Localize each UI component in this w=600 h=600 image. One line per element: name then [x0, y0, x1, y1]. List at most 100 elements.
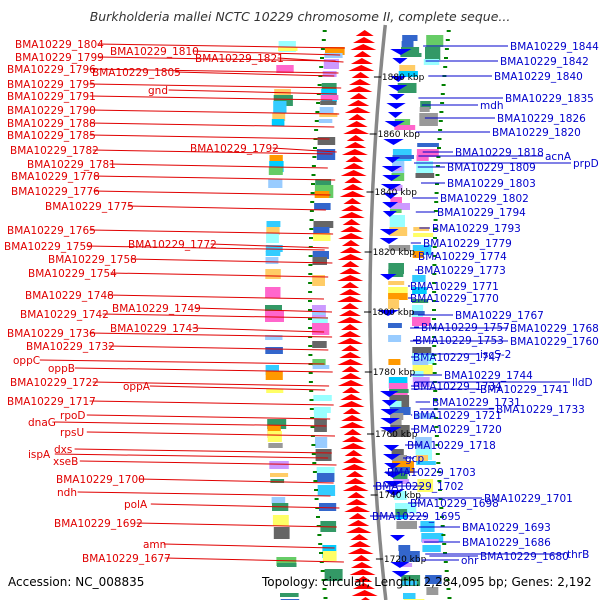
left-gene-label[interactable]: gnd [148, 85, 168, 97]
left-gene-label[interactable]: BMA10229_1791 [7, 91, 96, 103]
right-gene-label[interactable]: BMA10229_1741 [480, 384, 569, 396]
left-gene-label[interactable]: BMA10229_1782 [10, 145, 99, 157]
left-gene-label[interactable]: BMA10229_1717 [7, 396, 96, 408]
left-gene-label[interactable]: BMA10229_1804 [15, 39, 104, 51]
left-gene-label[interactable]: BMA10229_1796 [7, 64, 96, 76]
right-gene-label[interactable]: BMA10229_1693 [462, 522, 551, 534]
right-gene-label[interactable]: BMA10229_1702 [375, 481, 464, 493]
left-gene-label[interactable]: BMA10229_1776 [11, 186, 100, 198]
right-gene-label[interactable]: BMA10229_1720 [413, 424, 502, 436]
feature-block [265, 269, 281, 279]
right-gene-label[interactable]: BMA10229_1733 [496, 404, 585, 416]
left-gene-label[interactable]: BMA10229_1736 [7, 328, 96, 340]
right-gene-label[interactable]: BMA10229_1793 [432, 223, 521, 235]
right-gene-label[interactable]: BMA10229_1794 [437, 207, 526, 219]
right-gene-label[interactable]: BMA10229_1731 [432, 397, 521, 409]
right-gene-label[interactable]: BMA10229_1757 [421, 322, 510, 334]
right-gene-label[interactable]: BMA10229_1844 [510, 41, 599, 53]
right-gene-label[interactable]: thrB [567, 549, 589, 561]
right-gene-label[interactable]: BMA10229_1774 [418, 251, 507, 263]
tick-mark [443, 66, 448, 68]
left-gene-label[interactable]: oppB [48, 363, 75, 375]
right-gene-label[interactable]: BMA10229_1686 [462, 537, 551, 549]
right-gene-label[interactable]: BMA10229_1768 [510, 323, 599, 335]
right-gene-label[interactable]: BMA10229_1771 [410, 281, 499, 293]
left-gene-label[interactable]: ndh [57, 487, 77, 499]
left-gene-label[interactable]: BMA10229_1700 [56, 474, 145, 486]
right-gene-label[interactable]: BMA10229_1802 [440, 193, 529, 205]
left-gene-label[interactable]: BMA10229_1772 [128, 239, 217, 251]
right-gene-label[interactable]: BMA10229_1826 [497, 113, 586, 125]
left-gene-label[interactable]: BMA10229_1692 [54, 518, 143, 530]
left-gene-label[interactable]: BMA10229_1805 [92, 67, 181, 79]
left-gene-label[interactable]: BMA10229_1742 [20, 309, 109, 321]
right-gene-label[interactable]: BMA10229_1820 [492, 127, 581, 139]
right-gene-label[interactable]: BMA10229_1770 [410, 293, 499, 305]
left-gene-label[interactable]: dnaG [28, 417, 56, 429]
right-gene-label[interactable]: iscS-2 [480, 349, 511, 361]
left-gene-label[interactable]: oppA [123, 381, 151, 393]
right-gene-label[interactable]: BMA10229_1701 [484, 493, 573, 505]
tick-mark [438, 129, 443, 131]
left-gene-label[interactable]: BMA10229_1732 [26, 341, 115, 353]
left-gene-label[interactable]: BMA10229_1743 [110, 323, 199, 335]
left-gene-label[interactable]: polA [124, 499, 148, 511]
right-gene-label[interactable]: lldD [572, 377, 593, 389]
tick-mark [308, 282, 313, 284]
right-gene-label[interactable]: gcp [405, 453, 424, 465]
left-gene-label[interactable]: BMA10229_1758 [48, 254, 137, 266]
left-gene-label[interactable]: BMA10229_1677 [82, 553, 171, 565]
left-gene-label[interactable]: BMA10229_1759 [4, 241, 93, 253]
right-gene-label[interactable]: prpD [573, 158, 599, 170]
right-gene-label[interactable]: BMA10229_1842 [500, 56, 589, 68]
left-gene-label[interactable]: BMA10229_1775 [45, 201, 134, 213]
left-gene-label[interactable]: BMA10229_1749 [112, 303, 201, 315]
right-gene-label[interactable]: BMA10229_1760 [510, 336, 599, 348]
right-gene-label[interactable]: BMA10229_1734 [413, 381, 502, 393]
left-gene-label[interactable]: oppC [13, 355, 40, 367]
right-gene-label[interactable]: ohr [461, 555, 479, 567]
left-gene-label[interactable]: xseB [53, 456, 78, 468]
right-gene-label[interactable]: BMA10229_1680 [480, 551, 569, 563]
right-gene-label[interactable]: BMA10229_1835 [505, 93, 594, 105]
left-gene-label[interactable]: rpoD [60, 410, 86, 422]
left-gene-label[interactable]: BMA10229_1799 [15, 52, 104, 64]
right-gene-label[interactable]: BMA10229_1695 [372, 511, 461, 523]
right-gene-label[interactable]: BMA10229_1747 [413, 352, 502, 364]
left-gene-label[interactable]: BMA10229_1765 [7, 225, 96, 237]
right-gene-label[interactable]: BMA10229_1818 [455, 147, 544, 159]
left-gene-label[interactable]: BMA10229_1781 [27, 159, 116, 171]
forward-gene-arrow [340, 443, 367, 449]
left-gene-label[interactable]: BMA10229_1788 [7, 118, 96, 130]
left-gene-label[interactable]: BMA10229_1748 [25, 290, 114, 302]
left-gene-label[interactable]: BMA10229_1754 [28, 268, 117, 280]
left-gene-label[interactable]: BMA10229_1778 [11, 171, 100, 183]
right-gene-label[interactable]: BMA10229_1809 [447, 162, 536, 174]
left-gene-label[interactable]: ispA [28, 449, 51, 461]
right-gene-label[interactable]: mdh [480, 100, 504, 112]
left-gene-label[interactable]: amn [143, 539, 166, 551]
right-gene-label[interactable]: BMA10229_1703 [387, 467, 476, 479]
feature-block [320, 101, 337, 105]
right-gene-label[interactable]: BMA10229_1767 [455, 310, 544, 322]
right-gene-label[interactable]: BMA10229_1779 [423, 238, 512, 250]
forward-gene-arrow [341, 240, 360, 246]
right-gene-label[interactable]: acnA [545, 151, 572, 163]
feature-block [265, 347, 283, 354]
feature-block [390, 419, 402, 427]
right-gene-label[interactable]: BMA10229_1698 [410, 498, 499, 510]
left-gene-label[interactable]: BMA10229_1785 [7, 130, 96, 142]
right-gene-label[interactable]: BMA10229_1773 [417, 265, 506, 277]
right-gene-label[interactable]: BMA10229_1840 [494, 71, 583, 83]
left-gene-label[interactable]: BMA10229_1795 [7, 79, 96, 91]
right-gene-label[interactable]: BMA10229_1803 [447, 178, 536, 190]
left-gene-label[interactable]: rpsU [60, 427, 84, 439]
left-gene-label[interactable]: BMA10229_1790 [7, 105, 96, 117]
right-gene-label[interactable]: BMA10229_1721 [413, 410, 502, 422]
left-gene-label[interactable]: dxs [54, 444, 72, 456]
left-gene-label[interactable]: BMA10229_1722 [10, 377, 99, 389]
right-gene-label[interactable]: BMA10229_1718 [407, 440, 496, 452]
right-gene-label[interactable]: BMA10229_1744 [444, 370, 533, 382]
left-gene-label[interactable]: BMA10229_1821 [195, 53, 284, 65]
left-gene-label[interactable]: BMA10229_1810 [110, 46, 199, 58]
